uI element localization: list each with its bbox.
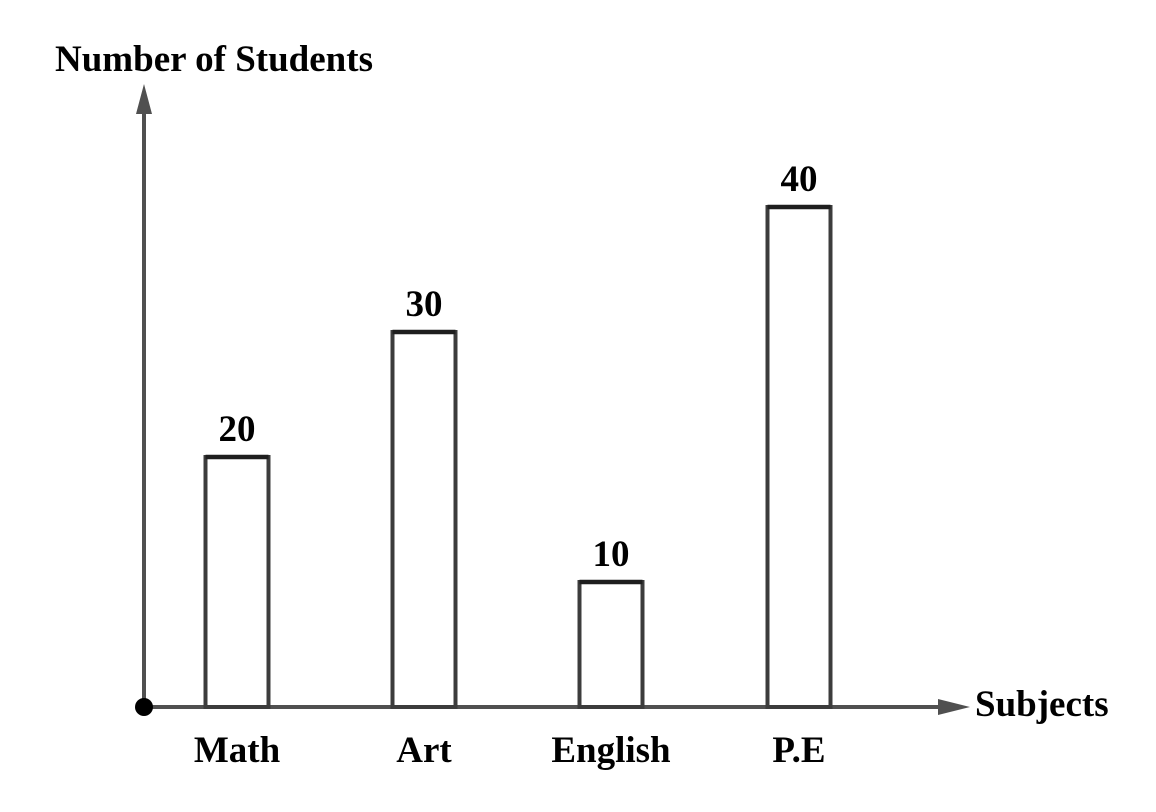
bar-math xyxy=(203,455,271,709)
x-axis-arrow-icon xyxy=(938,699,970,715)
bars-group: 20 Math 30 Art 10 English 40 P.E xyxy=(194,159,833,771)
y-axis-label: Number of Students xyxy=(55,39,373,80)
data-label: 40 xyxy=(781,159,818,200)
y-axis-arrow-icon xyxy=(136,84,152,114)
x-axis-label: Subjects xyxy=(975,684,1109,725)
origin-dot xyxy=(135,698,153,716)
data-label: 20 xyxy=(219,409,256,450)
bar-english xyxy=(577,580,645,709)
bar-art xyxy=(390,330,458,709)
x-tick-label: Math xyxy=(194,730,281,771)
data-label: 30 xyxy=(406,284,443,325)
x-tick-label: Art xyxy=(396,730,452,771)
x-tick-label: P.E xyxy=(772,730,825,771)
bar-p-e xyxy=(765,205,833,709)
x-tick-label: English xyxy=(551,730,671,771)
data-label: 10 xyxy=(593,534,630,575)
